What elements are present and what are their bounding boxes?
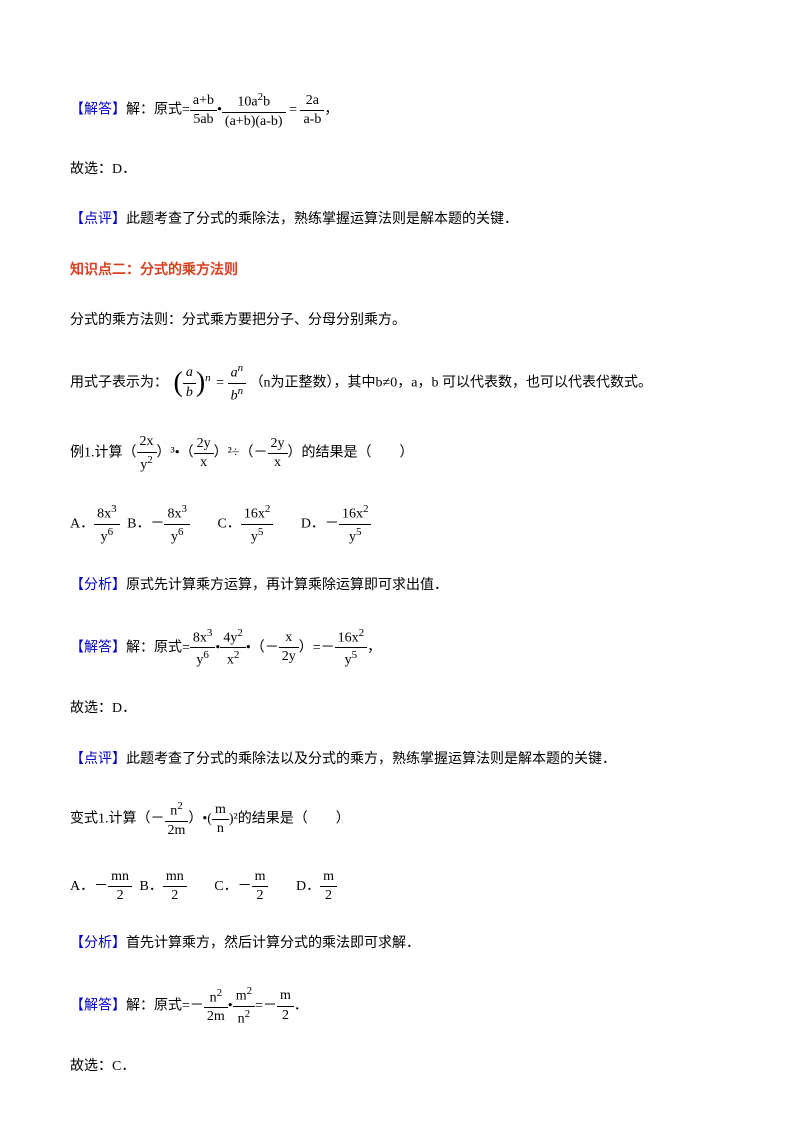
fraction: 10a2b(a+b)(a-b) [222,90,286,131]
fraction: 2yx [268,435,288,472]
fraction: a+b5ab [190,92,217,129]
answer-2: 故选：D． [70,698,724,720]
fraction: anbn [228,361,247,406]
solution-3: 【解答】解：原式=－n22m•m2n2=－m2． [70,984,724,1029]
rule-text: 分式的乘方法则：分式乘方要把分子、分母分别乘方。 [70,310,724,332]
fraction: 2yx [194,435,214,472]
fraction: 2aa-b [300,92,324,129]
variant-1: 变式1.计算（－n22m）•(mn)²的结果是（ ） [70,799,724,840]
answer-1: 故选：D． [70,159,724,181]
solution-1: 【解答】解：原式=a+b5ab•10a2b(a+b)(a-b) = 2aa-b， [70,90,724,131]
section-heading: 知识点二：分式的乘方法则 [70,260,724,282]
solution-2: 【解答】解：原式=8x3y6•4y2x2•（－x2y）=－16x2y5， [70,626,724,671]
document-page: 【解答】解：原式=a+b5ab•10a2b(a+b)(a-b) = 2aa-b，… [0,0,794,1147]
options-2: A．－mn2 B．mn2 C．－m2 D．m2 [70,868,724,905]
formula-line: 用式子表示为： (ab)n = anbn （n为正整数），其中b≠0，a，b 可… [70,361,724,406]
paren-frac: (ab)n [174,361,211,406]
analysis-2: 【分析】首先计算乘方，然后计算分式的乘法即可求解． [70,933,724,955]
tag-solution: 【解答】 [70,103,126,118]
tag-comment: 【点评】 [70,212,126,227]
analysis-1: 【分析】原式先计算乘方运算，再计算乘除运算即可求出值． [70,575,724,597]
tag-solution: 【解答】 [70,640,126,655]
options-1: A．8x3y6 B．－8x3y6 C．16x2y5 D．－16x2y5 [70,502,724,547]
comment-1: 【点评】此题考查了分式的乘除法，熟练掌握运算法则是解本题的关键． [70,209,724,231]
solution-pre: 解：原式= [126,103,190,118]
fraction: 2xy2 [137,433,157,474]
answer-3: 故选：C． [70,1056,724,1078]
tag-comment: 【点评】 [70,752,126,767]
comment-2: 【点评】此题考查了分式的乘除法以及分式的乘方，熟练掌握运算法则是解本题的关键． [70,749,724,771]
tag-solution: 【解答】 [70,998,126,1013]
tag-analysis: 【分析】 [70,578,126,593]
example-1: 例1.计算（2xy2）³•（2yx）²÷（－2yx）的结果是（ ） [70,433,724,474]
tag-analysis: 【分析】 [70,936,126,951]
